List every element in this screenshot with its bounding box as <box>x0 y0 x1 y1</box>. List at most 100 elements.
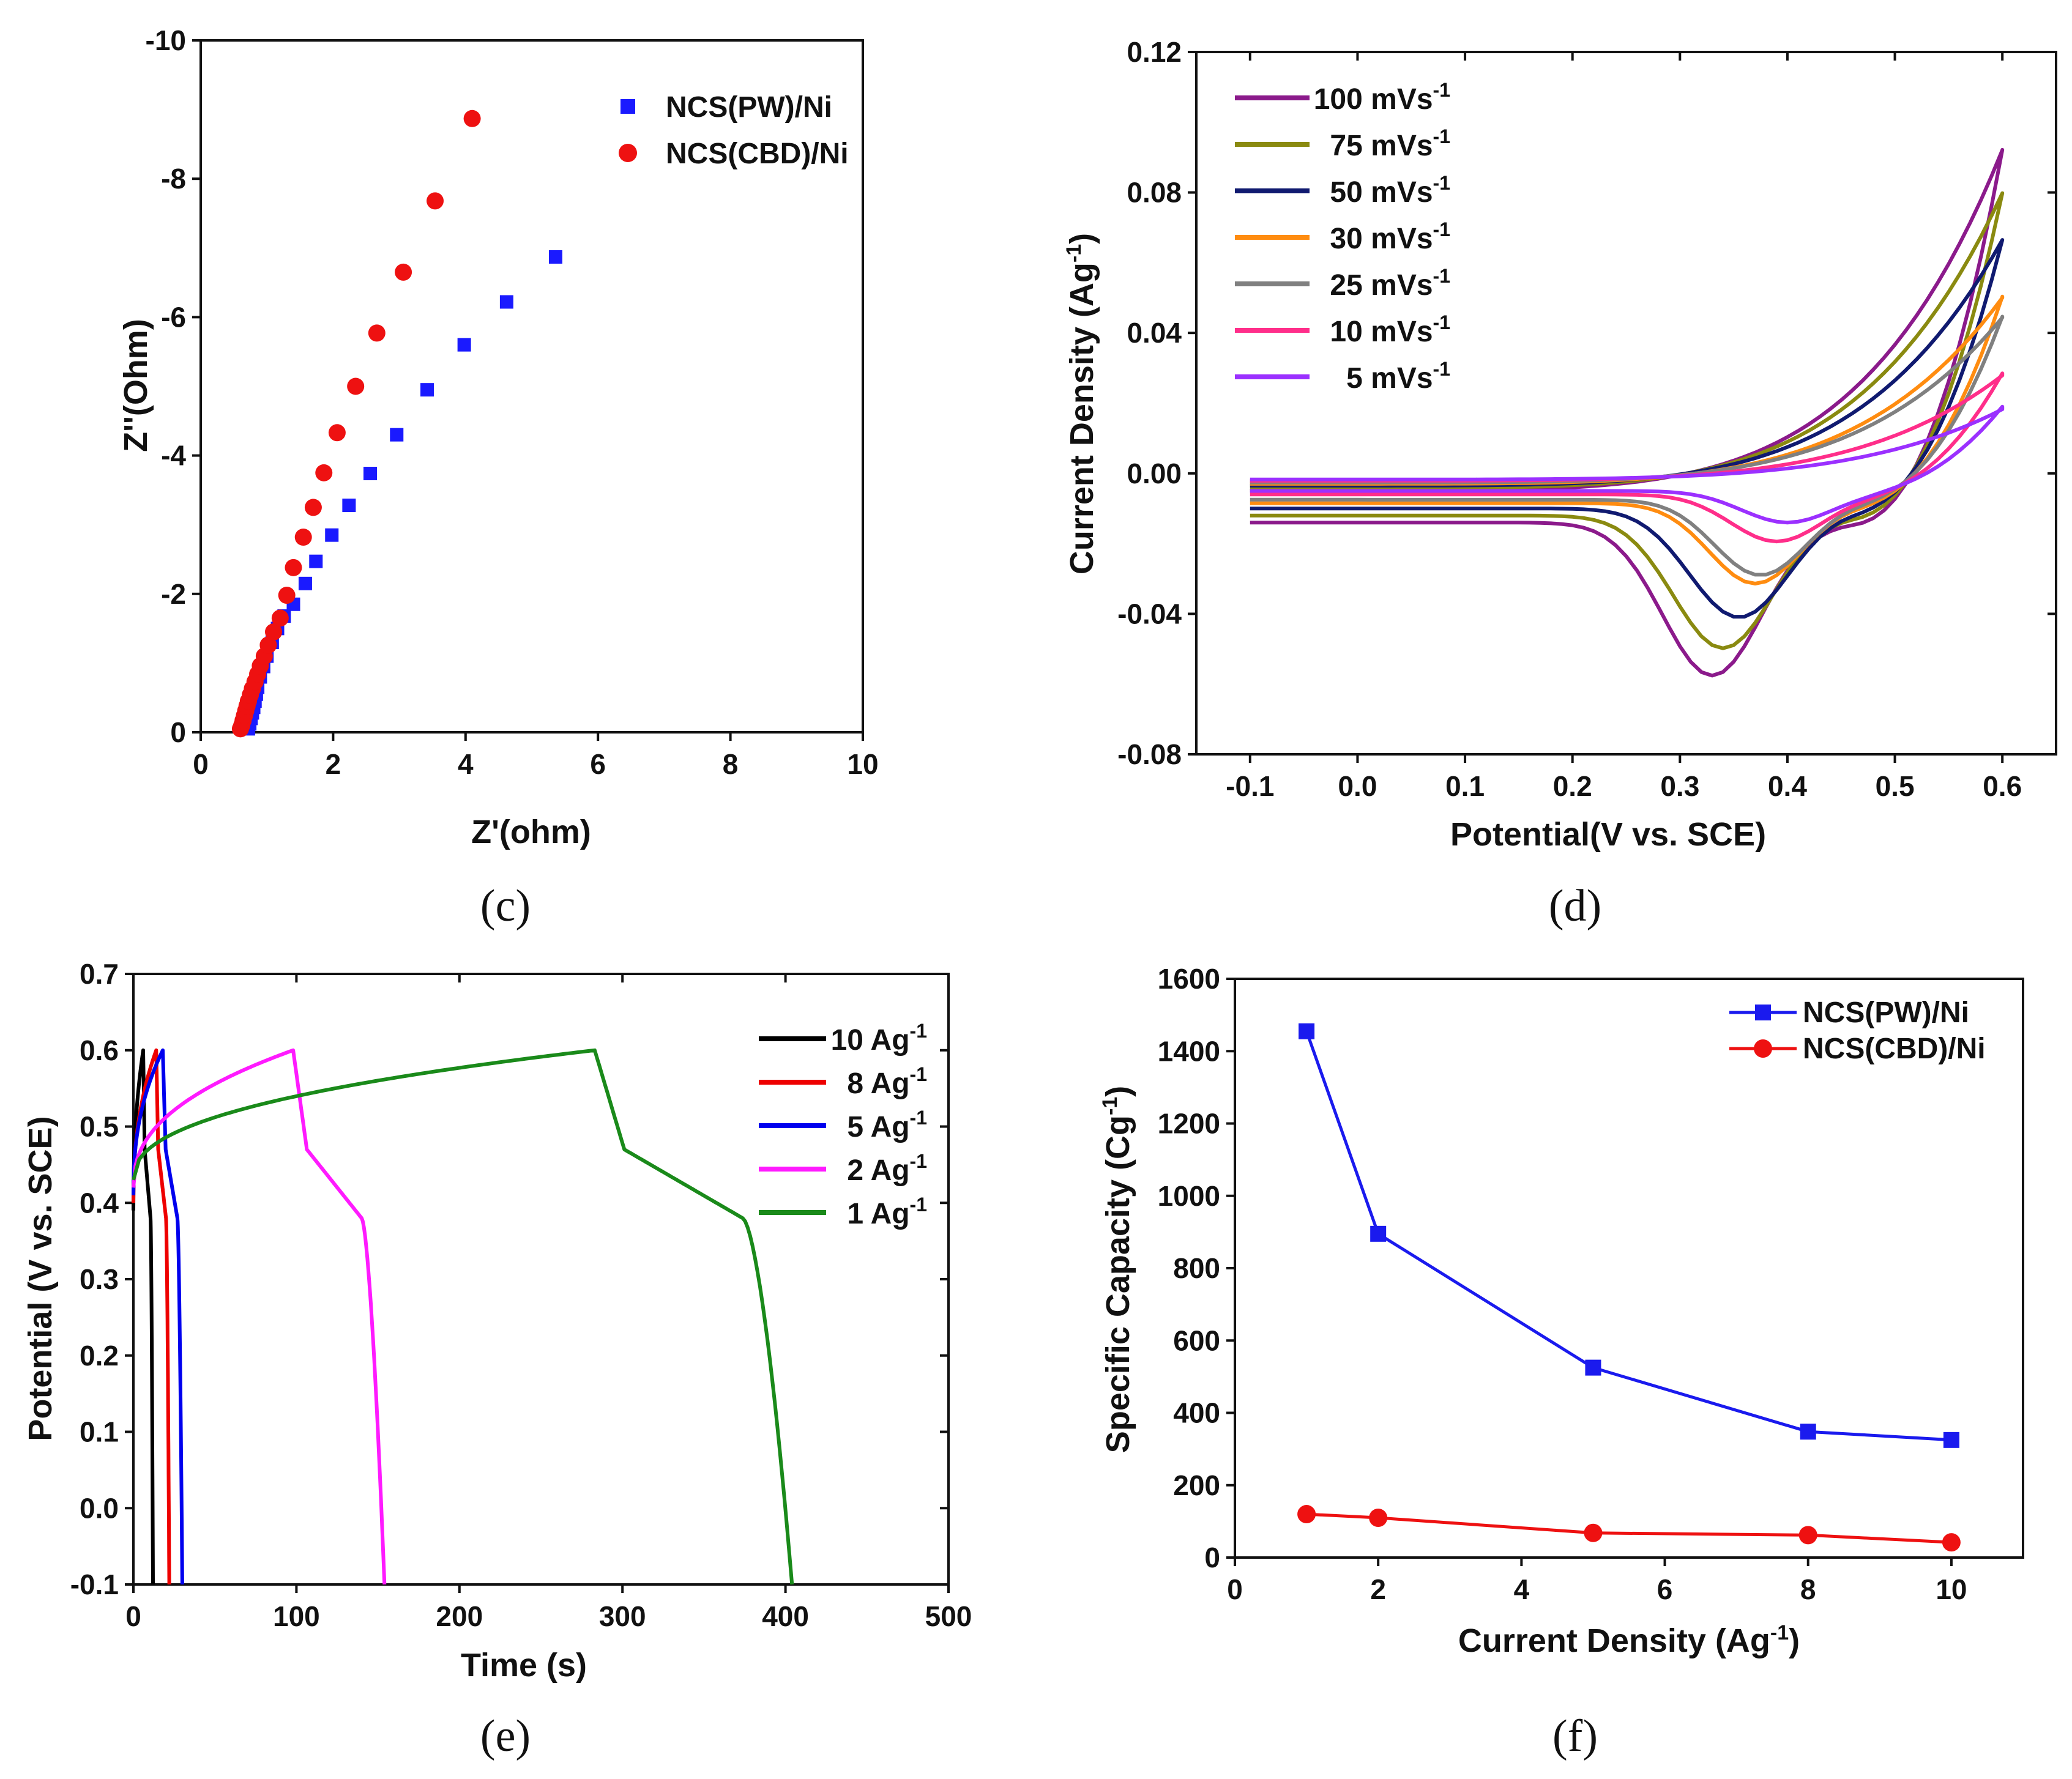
cv-curve-5 <box>1250 404 2005 525</box>
gcd-curve-10 <box>132 1048 155 1585</box>
x-tick-label: 2 <box>1370 1573 1386 1605</box>
data-point-cbd <box>285 559 302 576</box>
caption-f: (f) <box>1552 1711 1598 1761</box>
x-tick-label: 0.3 <box>1660 770 1699 802</box>
legend-label: 25 mVs-1 <box>1330 265 1450 302</box>
data-point-pw <box>1943 1432 1959 1448</box>
legend-marker-pw <box>1755 1005 1771 1020</box>
x-tick-label: 500 <box>925 1600 972 1632</box>
y-tick-label: -0.04 <box>1117 598 1182 630</box>
data-point-cbd <box>1942 1533 1961 1552</box>
y-tick-label: 600 <box>1173 1324 1220 1356</box>
data-point-pw <box>1585 1359 1601 1376</box>
panel-d-cv-chart: -0.1 0.0 0.1 0.2 0.3 0.4 0.5 0.6 -0.08 -0.04 0.00 0… <box>1062 36 2057 931</box>
data-point-cbd <box>1297 1505 1316 1524</box>
data-point-cbd <box>265 623 283 641</box>
data-point-cbd <box>395 263 412 281</box>
x-tick-label: 0.1 <box>1445 770 1485 802</box>
y-tick-label: 0.04 <box>1127 317 1182 349</box>
x-tick-label: 8 <box>723 748 739 780</box>
y-tick-label: 0.12 <box>1127 36 1182 68</box>
legend-label: 10 mVs-1 <box>1330 311 1450 348</box>
legend-label: 50 mVs-1 <box>1330 172 1450 209</box>
legend-marker-pw <box>620 99 635 114</box>
y-tick-label: 1200 <box>1158 1108 1220 1140</box>
data-point-pw <box>1370 1225 1387 1242</box>
legend-label: 2 Ag-1 <box>847 1150 927 1187</box>
y-tick-label: -10 <box>146 24 186 56</box>
x-tick-label: 10 <box>847 748 878 780</box>
x-tick-label: 0.4 <box>1768 770 1807 802</box>
y-tick-label: 0 <box>1204 1542 1220 1573</box>
y-tick-label: 0.4 <box>80 1187 119 1219</box>
x-axis-label: Z'(ohm) <box>471 814 591 850</box>
y-tick-label: 0 <box>170 716 186 748</box>
legend-label: 5 Ag-1 <box>847 1107 927 1143</box>
data-point-cbd <box>427 192 444 210</box>
data-point-pw <box>420 383 434 397</box>
panel-c-impedance-chart: 0 2 4 6 8 10 0 -2 -4 -6 -8 -10 NCS(PW)/Ni NCS(CBD)/Ni… <box>117 24 879 931</box>
legend-label: 100 mVs-1 <box>1314 79 1450 116</box>
legend-label: 5 mVs-1 <box>1346 358 1450 395</box>
legend-label: 1 Ag-1 <box>847 1194 927 1230</box>
caption-c: (c) <box>480 881 531 931</box>
data-point-pw <box>499 295 513 309</box>
cv-curve-75 <box>1250 191 2005 650</box>
data-point-cbd <box>368 324 386 342</box>
capacity-line-0 <box>1305 1030 1952 1442</box>
x-tick-label: 100 <box>273 1600 320 1632</box>
x-tick-label: 10 <box>1936 1573 1967 1605</box>
panel-f-capacity-chart: 0 2 4 6 8 10 0 200 400 600 800 1000 1200 1400 1600 NCS(… <box>1098 963 2024 1761</box>
data-point-pw <box>1299 1023 1315 1039</box>
x-tick-label: -0.1 <box>1226 770 1274 802</box>
x-tick-label: 2 <box>326 748 341 780</box>
legend-label: 30 mVs-1 <box>1330 218 1450 255</box>
y-axis-label: Current Density (Ag-1) <box>1062 233 1100 574</box>
x-tick-label: 0.6 <box>1983 770 2022 802</box>
x-tick-label: 8 <box>1800 1573 1816 1605</box>
x-axis-label: Potential(V vs. SCE) <box>1450 816 1766 853</box>
y-axis-label: Specific Capacity (Cg-1) <box>1098 1086 1136 1453</box>
y-tick-label: 1400 <box>1158 1035 1220 1067</box>
x-tick-label: 6 <box>590 748 606 780</box>
caption-d: (d) <box>1549 881 1601 931</box>
y-tick-label: 800 <box>1173 1252 1220 1284</box>
data-point-pw <box>325 528 339 542</box>
y-tick-label: 1000 <box>1158 1180 1220 1212</box>
capacity-line-1 <box>1306 1512 1952 1544</box>
legend-label: NCS(PW)/Ni <box>1803 997 1969 1029</box>
y-tick-label: 0.08 <box>1127 177 1182 209</box>
y-tick-label: 0.5 <box>80 1111 119 1143</box>
x-tick-label: 400 <box>762 1600 809 1632</box>
legend-label: NCS(CBD)/Ni <box>1803 1033 1986 1065</box>
x-tick-label: 0.5 <box>1876 770 1915 802</box>
legend-marker-cbd <box>1754 1039 1772 1058</box>
caption-e: (e) <box>480 1711 531 1761</box>
x-tick-label: 4 <box>1514 1573 1530 1605</box>
data-point-cbd <box>271 609 289 627</box>
data-point-pw <box>342 499 356 513</box>
data-point-pw <box>363 467 377 481</box>
y-tick-label: 1600 <box>1158 963 1220 995</box>
y-tick-label: 400 <box>1173 1397 1220 1429</box>
y-tick-label: -0.08 <box>1117 738 1182 770</box>
y-axis-label: Z''(Ohm) <box>117 319 154 452</box>
plot-frame <box>1234 978 2024 1559</box>
data-point-pw <box>298 576 312 590</box>
data-point-cbd <box>328 424 346 442</box>
legend-label: 10 Ag-1 <box>831 1020 927 1057</box>
x-tick-label: 200 <box>436 1600 483 1632</box>
legend-marker-cbd <box>619 144 637 162</box>
x-tick-label: 0.2 <box>1553 770 1592 802</box>
x-tick-label: 6 <box>1657 1573 1673 1605</box>
data-point-cbd <box>1798 1526 1817 1545</box>
y-axis-label: Potential (V vs. SCE) <box>22 1116 59 1441</box>
data-point-cbd <box>304 499 322 516</box>
data-point-cbd <box>315 464 333 481</box>
legend-label: 75 mVs-1 <box>1330 125 1450 162</box>
x-axis-label: Current Density (Ag-1) <box>1458 1621 1800 1659</box>
x-tick-label: 0.0 <box>1338 770 1377 802</box>
y-tick-label: 0.0 <box>80 1492 119 1524</box>
plot-frame <box>199 39 864 734</box>
